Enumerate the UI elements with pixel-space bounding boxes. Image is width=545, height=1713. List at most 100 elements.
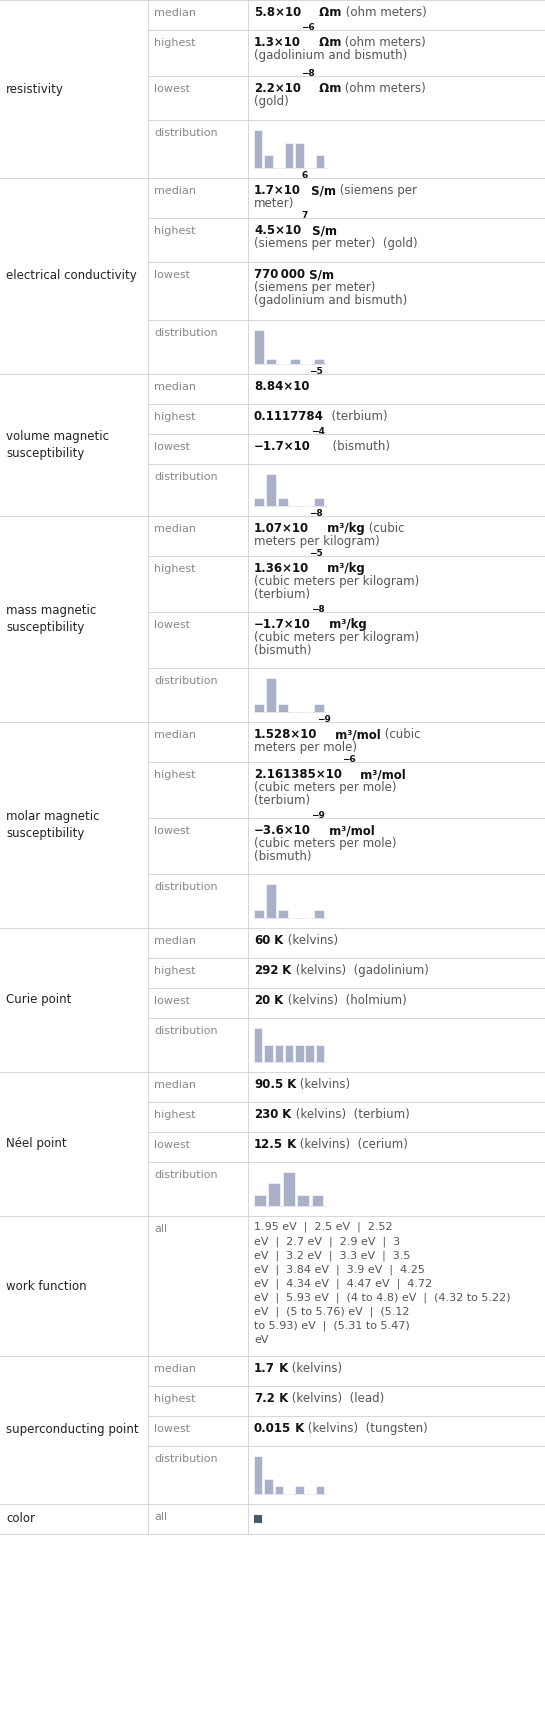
Text: lowest: lowest	[154, 271, 190, 279]
Text: (kelvins)  (lead): (kelvins) (lead)	[288, 1393, 384, 1405]
Text: lowest: lowest	[154, 826, 190, 836]
Text: 2.2×10: 2.2×10	[254, 82, 301, 94]
Text: (kelvins): (kelvins)	[296, 1077, 350, 1091]
Text: median: median	[154, 935, 196, 946]
Text: −1.7×10: −1.7×10	[254, 440, 311, 452]
Text: 1.36×10: 1.36×10	[254, 562, 309, 576]
Text: S/m: S/m	[307, 224, 337, 236]
Text: lowest: lowest	[154, 1424, 190, 1434]
Text: (kelvins): (kelvins)	[283, 934, 338, 947]
Bar	[264, 1478, 272, 1494]
Text: distribution: distribution	[154, 1170, 217, 1180]
Text: Ωm: Ωm	[315, 82, 341, 94]
Text: −8: −8	[311, 605, 325, 615]
Bar	[314, 704, 324, 713]
Text: (terbium): (terbium)	[324, 409, 387, 423]
Text: median: median	[154, 382, 196, 392]
Text: 12.5: 12.5	[254, 1137, 283, 1151]
Text: 0.1117784: 0.1117784	[254, 409, 324, 423]
Text: 2.161385×10: 2.161385×10	[254, 767, 342, 781]
Text: highest: highest	[154, 1394, 196, 1405]
Bar	[314, 498, 324, 505]
Text: 1.3×10: 1.3×10	[254, 36, 301, 50]
Text: m³/kg: m³/kg	[323, 562, 365, 576]
Bar	[312, 1194, 323, 1206]
Text: (kelvins)  (tungsten): (kelvins) (tungsten)	[305, 1422, 428, 1435]
Bar	[275, 1487, 283, 1494]
Text: 4.5×10: 4.5×10	[254, 224, 301, 236]
Text: color: color	[6, 1513, 35, 1526]
Text: Curie point: Curie point	[6, 994, 71, 1007]
Text: lowest: lowest	[154, 442, 190, 452]
Bar	[264, 156, 272, 168]
Text: 6: 6	[301, 171, 307, 180]
Text: all: all	[154, 1513, 167, 1521]
Text: highest: highest	[154, 771, 196, 779]
Text: K: K	[283, 1137, 296, 1151]
Text: 292: 292	[254, 964, 278, 976]
Text: K: K	[283, 1077, 296, 1091]
Bar	[266, 475, 276, 505]
Text: median: median	[154, 1079, 196, 1089]
Text: 0.015: 0.015	[254, 1422, 291, 1435]
Text: Ωm: Ωm	[315, 7, 342, 19]
Text: highest: highest	[154, 1110, 196, 1120]
Text: 1.7: 1.7	[254, 1362, 275, 1376]
Text: work function: work function	[6, 1280, 87, 1293]
Text: resistivity: resistivity	[6, 82, 64, 96]
Bar	[316, 1045, 324, 1062]
Text: S/m: S/m	[305, 267, 334, 281]
Text: superconducting point: superconducting point	[6, 1424, 138, 1437]
Bar	[254, 1028, 263, 1062]
Text: median: median	[154, 1364, 196, 1374]
Text: −6: −6	[301, 24, 315, 33]
Text: (ohm meters): (ohm meters)	[341, 82, 426, 94]
Text: (cubic: (cubic	[365, 522, 404, 534]
Bar	[278, 704, 288, 713]
Text: median: median	[154, 187, 196, 195]
Text: median: median	[154, 9, 196, 19]
Text: K: K	[278, 1108, 292, 1120]
Text: −5: −5	[309, 550, 323, 558]
Text: (bismuth): (bismuth)	[254, 644, 312, 658]
Text: m³/kg: m³/kg	[323, 522, 365, 534]
Text: 90.5: 90.5	[254, 1077, 283, 1091]
Bar	[285, 1045, 293, 1062]
Text: K: K	[270, 994, 283, 1007]
Text: (bismuth): (bismuth)	[325, 440, 390, 452]
Text: distribution: distribution	[154, 128, 217, 139]
Text: −9: −9	[311, 812, 325, 821]
Bar	[264, 1045, 272, 1062]
Bar	[290, 360, 300, 363]
Bar	[305, 1045, 314, 1062]
Bar	[295, 1045, 304, 1062]
Text: K: K	[291, 1422, 305, 1435]
Bar	[275, 1045, 283, 1062]
Text: −3.6×10: −3.6×10	[254, 824, 311, 838]
Text: meters per mole): meters per mole)	[254, 742, 357, 754]
Text: (kelvins)  (terbium): (kelvins) (terbium)	[292, 1108, 409, 1120]
Text: all: all	[154, 1225, 167, 1233]
Bar	[254, 498, 264, 505]
Text: 7.2: 7.2	[254, 1393, 275, 1405]
Text: m³/mol: m³/mol	[356, 767, 405, 781]
Text: (terbium): (terbium)	[254, 588, 310, 601]
Text: (cubic meters per mole): (cubic meters per mole)	[254, 781, 397, 795]
Text: (siemens per meter): (siemens per meter)	[254, 281, 376, 295]
Text: −8: −8	[301, 70, 315, 79]
Bar	[266, 360, 276, 363]
Text: distribution: distribution	[154, 677, 217, 685]
Text: m³/mol: m³/mol	[325, 824, 374, 838]
Bar	[297, 1194, 309, 1206]
Text: lowest: lowest	[154, 1139, 190, 1149]
Text: electrical conductivity: electrical conductivity	[6, 269, 137, 283]
Text: K: K	[275, 1393, 288, 1405]
Text: −4: −4	[311, 428, 325, 437]
Bar	[266, 884, 276, 918]
Text: (gadolinium and bismuth): (gadolinium and bismuth)	[254, 295, 407, 307]
Bar	[295, 1487, 304, 1494]
Bar	[254, 1456, 263, 1494]
Bar	[268, 1184, 280, 1206]
Text: median: median	[154, 524, 196, 534]
Text: (bismuth): (bismuth)	[254, 850, 312, 863]
